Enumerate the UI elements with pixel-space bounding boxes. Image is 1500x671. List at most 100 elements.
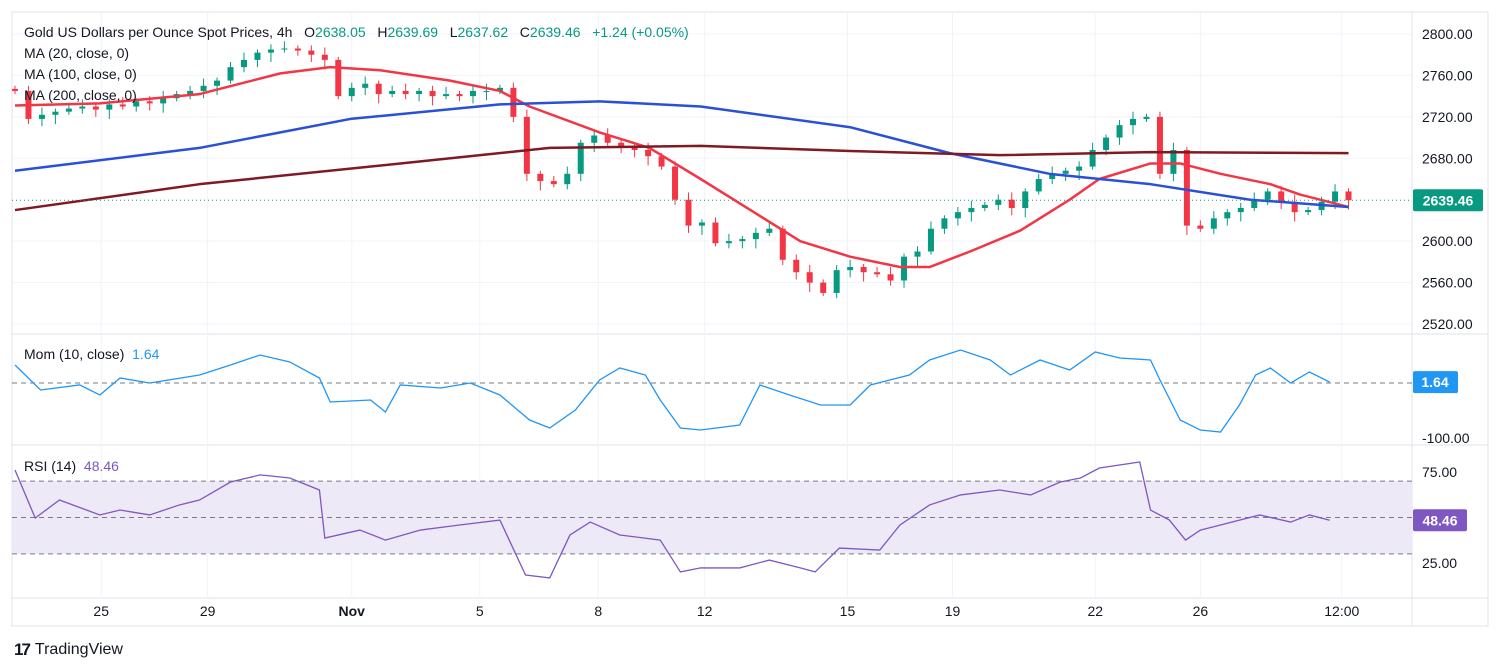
candle <box>914 246 921 266</box>
candle <box>847 259 854 278</box>
candle-body <box>712 222 719 244</box>
candle <box>416 87 423 102</box>
candle-body <box>860 267 867 273</box>
candle <box>833 264 840 299</box>
candle-body <box>469 90 476 97</box>
candle-body <box>927 228 934 252</box>
ma20-legend[interactable]: MA (20, close, 0) <box>24 45 130 61</box>
candle <box>281 41 288 53</box>
momentum-value-label: 1.64 <box>1421 374 1448 390</box>
candle-body <box>793 259 800 273</box>
candle-body <box>874 272 881 275</box>
candle-body <box>429 90 436 97</box>
ma200-legend[interactable]: MA (200, close, 0) <box>24 87 137 103</box>
candle-body <box>658 156 665 167</box>
rsi-line <box>14 461 1330 579</box>
candle-body <box>1332 191 1339 202</box>
time-tick-label: 8 <box>594 603 602 619</box>
candle-body <box>214 80 221 86</box>
price-tick-label: 2680.00 <box>1422 150 1473 166</box>
candle-body <box>995 199 1002 205</box>
candle <box>38 107 45 127</box>
candle-body <box>698 222 705 226</box>
time-tick-label: Nov <box>339 603 366 619</box>
candle-body <box>766 228 773 233</box>
time-tick-label: 25 <box>93 603 109 619</box>
candle-body <box>1291 201 1298 213</box>
candle <box>1022 188 1029 218</box>
candle <box>443 86 450 100</box>
time-tick-label: 22 <box>1088 603 1104 619</box>
candle <box>92 103 99 117</box>
candle-body <box>362 83 369 88</box>
price-tick-label: 2800.00 <box>1422 26 1473 42</box>
candle <box>1049 166 1056 185</box>
candle-body <box>1035 178 1042 192</box>
time-tick-label: 29 <box>200 603 216 619</box>
rsi-value-label: 48.46 <box>1422 512 1457 528</box>
candle-body <box>375 83 382 95</box>
price-tick-label: 2520.00 <box>1422 316 1473 332</box>
candle-body <box>1143 116 1150 119</box>
time-tick-label: 15 <box>840 603 856 619</box>
momentum-tick-label: -100.00 <box>1422 430 1470 446</box>
candle <box>294 45 301 56</box>
candle-body <box>92 106 99 110</box>
candle-body <box>294 48 301 51</box>
candle <box>214 77 221 96</box>
candle <box>1197 220 1204 232</box>
time-tick-label: 12:00 <box>1324 603 1359 619</box>
candle <box>119 97 126 110</box>
candle-body <box>65 108 72 112</box>
candle-body <box>1116 125 1123 138</box>
rsi-value: 48.46 <box>83 458 119 474</box>
rsi-legend[interactable]: RSI (14) 48.46 <box>24 458 119 474</box>
candle-body <box>106 104 113 110</box>
momentum-legend[interactable]: Mom (10, close) 1.64 <box>24 346 159 362</box>
candle <box>1143 113 1150 123</box>
candle <box>725 233 732 249</box>
candle <box>1237 202 1244 222</box>
candle-body <box>645 149 652 157</box>
candle <box>981 201 988 212</box>
candle <box>335 56 342 100</box>
candle-body <box>833 270 840 293</box>
price-tick-label: 2760.00 <box>1422 67 1473 83</box>
candle-body <box>254 52 261 60</box>
ma100-legend[interactable]: MA (100, close, 0) <box>24 66 137 82</box>
candle <box>227 61 234 84</box>
time-tick-label: 12 <box>697 603 713 619</box>
high-value: 2639.69 <box>387 24 439 40</box>
price-tick-label: 2720.00 <box>1422 109 1473 125</box>
rsi-title: RSI (14) <box>24 458 77 474</box>
open-label: O <box>304 24 316 40</box>
candle-body <box>1062 170 1069 174</box>
candle <box>1305 206 1312 216</box>
tradingview-logo[interactable]: 17 TradingView <box>14 640 123 660</box>
candle <box>550 175 557 188</box>
momentum-value: 1.64 <box>132 346 160 362</box>
candle-body <box>914 251 921 257</box>
candle <box>604 128 611 146</box>
candle <box>52 108 59 125</box>
candle-body <box>146 101 153 104</box>
candle <box>1008 192 1015 216</box>
candle-body <box>200 85 207 91</box>
candle-body <box>887 274 894 281</box>
candle <box>200 78 207 99</box>
candle <box>187 85 194 100</box>
candle-body <box>240 59 247 68</box>
symbol-title: Gold US Dollars per Ounce Spot Prices, 4… <box>24 24 293 40</box>
candle <box>860 263 867 282</box>
candle <box>1170 142 1177 182</box>
candle-body <box>941 218 948 229</box>
candle-body <box>52 111 59 115</box>
candle-body <box>901 256 908 281</box>
candle-body <box>1251 199 1258 208</box>
candle-body <box>321 54 328 60</box>
open-value: 2638.05 <box>315 24 366 40</box>
tradingview-logo-text: TradingView <box>34 641 123 658</box>
candle <box>1116 119 1123 145</box>
rsi-band <box>12 481 1412 554</box>
